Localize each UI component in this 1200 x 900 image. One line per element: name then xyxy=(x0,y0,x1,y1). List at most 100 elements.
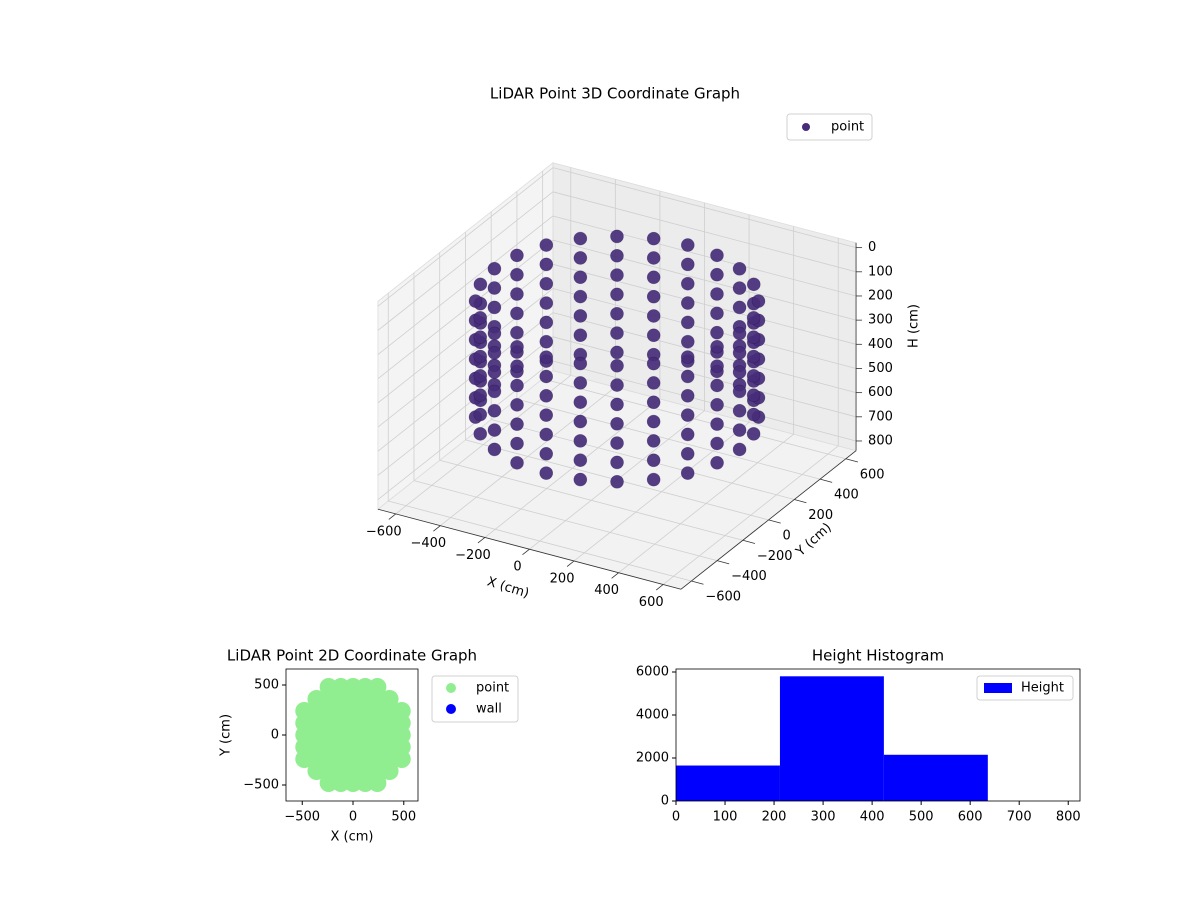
point xyxy=(746,427,761,441)
point xyxy=(392,702,411,720)
y-tick-label: −400 xyxy=(731,569,767,584)
point xyxy=(473,349,488,364)
point xyxy=(646,472,661,487)
point xyxy=(539,257,554,272)
point xyxy=(680,296,695,310)
point xyxy=(710,339,724,354)
x-tick xyxy=(566,560,575,567)
point xyxy=(746,311,761,325)
bar xyxy=(676,765,780,801)
x-tick-label: 600 xyxy=(958,810,983,825)
point xyxy=(646,395,661,410)
legend-label: point xyxy=(831,120,864,135)
x-tick-label: 0 xyxy=(672,810,680,825)
point xyxy=(573,231,588,246)
point xyxy=(680,276,695,291)
point xyxy=(487,442,502,457)
z-tick-label: 200 xyxy=(868,288,893,303)
grid-line xyxy=(552,239,857,321)
point xyxy=(539,427,554,442)
point xyxy=(573,328,588,343)
point xyxy=(646,376,661,390)
point xyxy=(510,456,524,470)
grid-line xyxy=(377,263,554,404)
point xyxy=(573,289,588,304)
point xyxy=(646,328,661,343)
point xyxy=(680,446,695,461)
point xyxy=(732,442,747,457)
y-tick-label: 200 xyxy=(808,508,833,523)
point xyxy=(573,376,588,390)
point xyxy=(646,270,661,285)
point xyxy=(539,388,554,403)
point xyxy=(539,446,554,461)
y-axis-line xyxy=(680,450,857,590)
point xyxy=(732,281,747,295)
point xyxy=(710,436,724,451)
legend-label: point xyxy=(476,681,509,696)
point xyxy=(510,267,524,282)
point xyxy=(680,315,695,330)
grid-line xyxy=(377,312,554,452)
x-tick-label: −200 xyxy=(455,548,491,563)
point xyxy=(487,403,502,418)
point xyxy=(510,325,524,340)
y-tick-label: 400 xyxy=(834,488,859,503)
y-tick-label: 0 xyxy=(661,794,669,809)
grid-line xyxy=(377,215,554,355)
y-axis-label: Y (cm) xyxy=(219,714,234,757)
axes-frame xyxy=(675,668,1081,802)
grid-line xyxy=(552,312,857,394)
x-tick-label: 400 xyxy=(594,583,619,598)
x-tick-label: −400 xyxy=(410,536,446,551)
x-tick-label: −600 xyxy=(366,524,402,539)
z-tick-label: 100 xyxy=(868,264,893,279)
point xyxy=(487,300,502,315)
y-tick xyxy=(691,580,704,585)
y-tick-label: 2000 xyxy=(636,751,669,766)
point xyxy=(473,277,488,292)
x-tick-label: 200 xyxy=(762,810,787,825)
bar xyxy=(779,676,884,801)
point xyxy=(573,356,588,371)
z-tick-label: 400 xyxy=(868,337,893,352)
point xyxy=(732,403,747,418)
point xyxy=(746,349,761,364)
point xyxy=(473,311,488,325)
grid-line xyxy=(552,288,857,369)
z-tick-label: 500 xyxy=(868,361,893,376)
grid-line xyxy=(377,360,554,500)
point xyxy=(510,378,524,393)
y-tick xyxy=(768,519,781,524)
legend-label: Height xyxy=(1021,681,1064,696)
point xyxy=(746,277,761,292)
x-tick-label: 400 xyxy=(860,810,885,825)
point xyxy=(539,466,554,480)
point xyxy=(746,407,761,422)
point xyxy=(732,423,747,437)
point xyxy=(746,330,761,344)
point xyxy=(573,395,588,410)
x-tick-label: 600 xyxy=(639,595,664,610)
point xyxy=(573,434,588,448)
point xyxy=(732,384,747,399)
z-tick-label: 700 xyxy=(868,409,893,424)
point xyxy=(380,690,399,708)
point xyxy=(610,229,624,244)
point xyxy=(539,315,554,330)
point xyxy=(610,378,624,392)
point xyxy=(646,356,661,371)
point xyxy=(610,358,624,373)
z-tick-label: 0 xyxy=(868,240,876,255)
point xyxy=(539,408,554,422)
x-tick-label: 700 xyxy=(1007,810,1032,825)
legend-box xyxy=(431,675,519,723)
grid-line xyxy=(377,167,554,307)
legend-marker xyxy=(802,123,810,131)
point xyxy=(473,407,488,422)
point xyxy=(473,388,488,402)
x-tick xyxy=(477,537,486,544)
point xyxy=(368,678,387,696)
point xyxy=(710,267,724,282)
